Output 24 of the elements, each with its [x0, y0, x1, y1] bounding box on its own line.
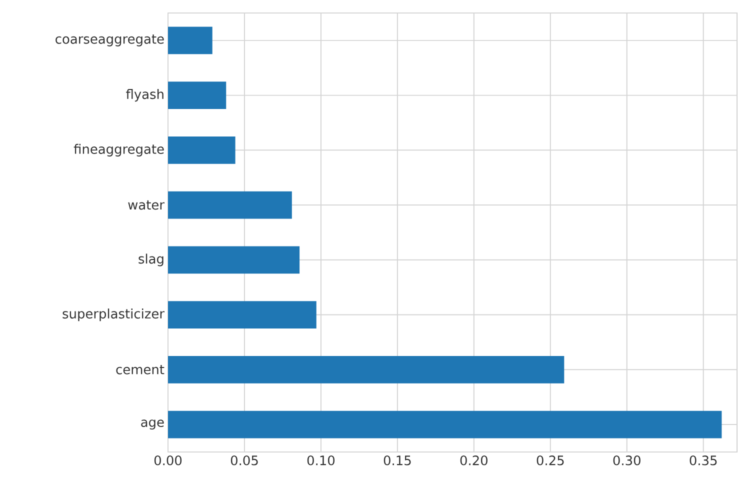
x-tick-label: 0.25	[536, 456, 564, 466]
y-tick-label: fineaggregate	[74, 144, 164, 156]
bar	[168, 356, 564, 384]
y-tick-label: flyash	[126, 89, 164, 102]
x-tick-label: 0.00	[154, 456, 182, 466]
bar	[168, 136, 236, 164]
y-tick-label: coarseaggregate	[56, 34, 164, 46]
y-tick-label: slag	[138, 254, 164, 266]
bar	[168, 191, 292, 219]
y-tick-label: cement	[116, 365, 164, 374]
x-tick-label: 0.30	[613, 456, 640, 466]
x-tick-label: 0.20	[460, 456, 488, 466]
x-tick-label: 0.05	[230, 456, 258, 466]
bar	[168, 26, 212, 54]
bar	[168, 410, 722, 438]
bar	[168, 82, 226, 110]
y-tick-label: superplasticizer	[62, 308, 164, 322]
x-tick-label: 0.10	[307, 456, 335, 466]
bar	[168, 301, 316, 329]
x-tick-label: 0.15	[384, 456, 411, 466]
x-tick-label: 0.35	[690, 456, 717, 466]
y-tick-label: water	[128, 200, 164, 210]
y-tick-label: age	[141, 420, 164, 430]
bar	[168, 246, 300, 274]
